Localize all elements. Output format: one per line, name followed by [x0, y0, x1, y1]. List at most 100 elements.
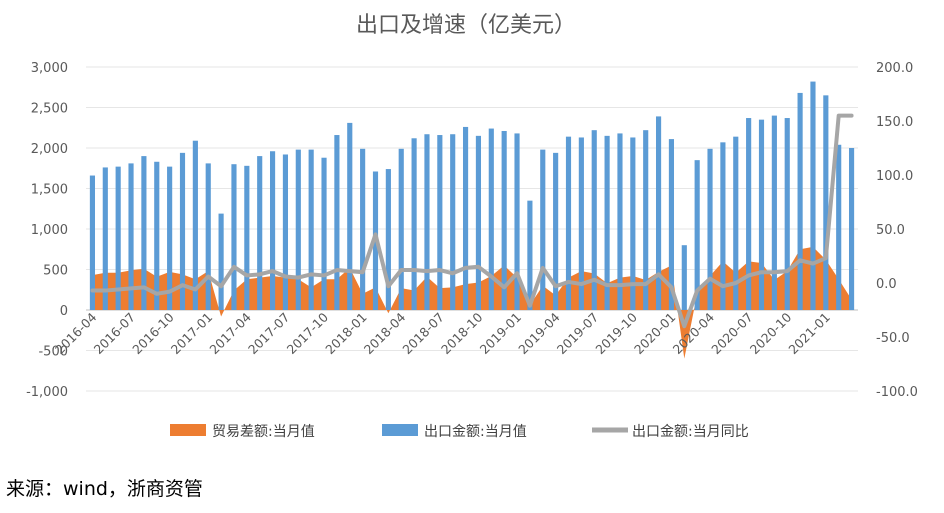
export-value-bar [643, 130, 649, 310]
y-left-tick-label: 0 [60, 304, 68, 319]
export-value-bar [668, 139, 675, 310]
export-value-bar [630, 137, 636, 310]
export-yoy-line [90, 113, 854, 329]
export-value-bar [269, 151, 276, 310]
x-tick-label: 2019-10 [592, 309, 640, 357]
export-value-bar [565, 136, 572, 310]
x-tick-label: 2016-07 [91, 310, 139, 358]
export-value-bar [218, 213, 224, 310]
y-right-tick-label: 0.0 [876, 277, 897, 292]
export-value-bar [591, 130, 597, 310]
legend-label-trade-balance: 贸易差额:当月值 [212, 424, 315, 440]
x-axis: 2016-042016-072016-102017-012017-042017-… [52, 309, 833, 357]
export-value-bar [398, 148, 404, 310]
export-value-bar [848, 148, 855, 310]
export-value-bar [282, 154, 289, 310]
export-value-bar [617, 133, 623, 310]
export-value-bar [475, 135, 482, 310]
export-value-bar [488, 128, 494, 310]
x-tick-label: 2020-10 [747, 309, 795, 357]
export-value-bar [707, 148, 713, 310]
export-value-bar [128, 163, 134, 310]
export-value-bar [681, 245, 687, 310]
y-left-tick-label: -500 [38, 345, 68, 360]
export-value-bar [141, 156, 147, 310]
export-value-bars [89, 81, 855, 311]
export-value-bar [797, 92, 803, 310]
y-axis-left: -1,000 -500 0 500 1,000 1,500 2,000 2,500 3,000 [26, 61, 68, 400]
export-value-bar [604, 135, 610, 310]
y-right-tick-label: -100.0 [876, 385, 918, 400]
export-value-bar [771, 115, 777, 310]
export-value-bar [810, 81, 816, 310]
x-tick-label: 2019-01 [477, 310, 525, 358]
export-value-bar [347, 122, 353, 310]
export-value-bar [257, 156, 263, 310]
export-value-bar [295, 149, 301, 310]
export-value-bar [179, 152, 186, 310]
legend-swatch-export-value [382, 424, 418, 436]
y-left-tick-label: 2,000 [31, 142, 68, 157]
gridlines [86, 66, 858, 392]
x-tick-label: 2018-04 [361, 309, 409, 357]
export-value-bar [655, 116, 662, 310]
export-value-bar [746, 118, 752, 310]
export-value-bar [758, 119, 765, 311]
x-tick-label: 2017-04 [206, 309, 254, 357]
export-value-bar [462, 126, 469, 310]
y-left-tick-label: 2,500 [31, 102, 68, 117]
export-value-bar [450, 134, 456, 310]
export-value-bar [694, 160, 700, 310]
export-value-bar [385, 169, 391, 310]
y-axis-right: -100.0 -50.0 0.0 50.0 100.0 150.0 200.0 [876, 61, 918, 400]
export-value-bar [514, 133, 520, 310]
x-tick-label: 2017-07 [245, 310, 293, 358]
export-value-bar [167, 166, 173, 310]
export-value-bar [321, 157, 327, 310]
x-tick-label: 2018-07 [399, 310, 447, 358]
x-tick-label: 2020-01 [631, 310, 679, 358]
x-tick-label: 2017-10 [284, 309, 332, 357]
y-left-tick-label: 3,000 [31, 61, 68, 76]
export-value-bar [154, 161, 160, 310]
export-value-bar [733, 136, 739, 310]
export-value-bar [578, 137, 584, 310]
y-left-tick-label: 500 [43, 264, 68, 279]
export-value-bar [115, 166, 121, 310]
export-value-bar [553, 152, 559, 310]
legend: 贸易差额:当月值 出口金额:当月值 出口金额:当月同比 [170, 424, 749, 440]
x-tick-label: 2018-01 [322, 310, 370, 358]
export-value-bar [836, 144, 842, 310]
export-yoy-polyline [90, 113, 854, 329]
export-value-bar [720, 142, 726, 310]
y-left-tick-label: 1,000 [31, 223, 68, 238]
export-value-bar [501, 130, 507, 310]
export-value-bar [784, 118, 790, 310]
legend-label-export-value: 出口金额:当月值 [424, 424, 527, 440]
y-right-tick-label: 200.0 [876, 61, 913, 76]
x-tick-label: 2020-07 [708, 310, 756, 358]
export-value-bar [192, 140, 198, 310]
x-tick-label: 2020-04 [670, 309, 718, 357]
y-left-tick-label: -1,000 [26, 385, 68, 400]
x-tick-label: 2021-01 [785, 310, 833, 358]
y-right-tick-label: 100.0 [876, 169, 913, 184]
x-tick-label: 2018-10 [438, 309, 486, 357]
export-value-bar [334, 135, 340, 310]
y-left-tick-label: 1,500 [31, 183, 68, 198]
export-value-bar [360, 148, 366, 310]
source-note: 来源：wind，浙商资管 [6, 478, 203, 500]
export-value-bar [308, 149, 314, 310]
y-right-tick-label: -50.0 [876, 331, 910, 346]
export-value-bar [102, 167, 108, 310]
x-tick-label: 2017-01 [168, 310, 216, 358]
export-value-bar [823, 95, 829, 310]
export-value-bar [411, 138, 417, 310]
export-value-bar [527, 200, 533, 310]
export-value-bar [424, 134, 430, 310]
y-right-tick-label: 150.0 [876, 115, 913, 130]
legend-swatch-trade-balance [170, 424, 206, 436]
y-right-tick-label: 50.0 [876, 223, 905, 238]
x-tick-label: 2019-07 [554, 310, 602, 358]
